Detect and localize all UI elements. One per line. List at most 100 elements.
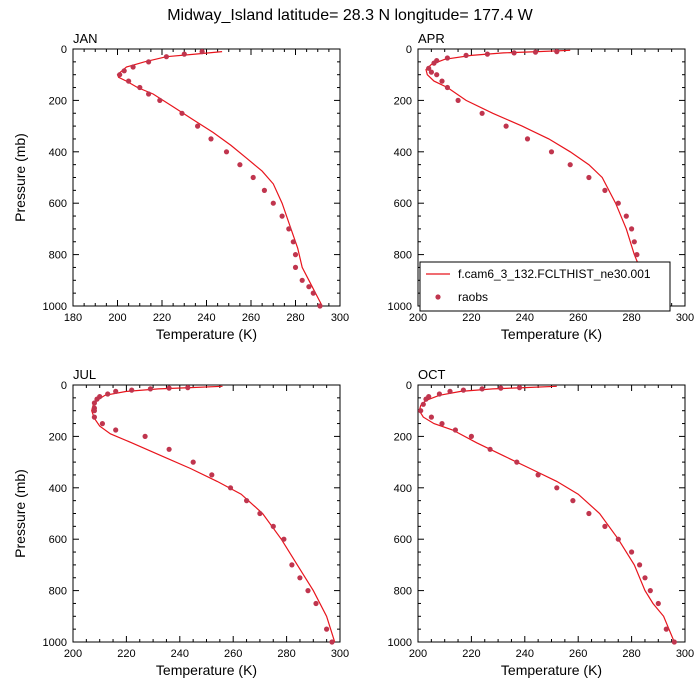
raobs-point [94, 396, 100, 402]
raobs-point [503, 123, 509, 129]
panel-apr: APR 200 220 240 260 280 300 0 200 400 600 800 1000 Te… [388, 31, 695, 342]
raobs-point [418, 408, 424, 414]
y-tick-label: 0 [61, 380, 67, 392]
raobs-point [209, 472, 215, 478]
raobs-point [439, 421, 445, 427]
y-tick-label: 600 [394, 198, 412, 210]
x-tick-label: 260 [224, 648, 242, 660]
x-tick-label: 300 [676, 312, 694, 324]
raobs-point [223, 149, 230, 155]
raobs-point [292, 252, 299, 258]
x-tick-label: 220 [462, 312, 480, 324]
x-axis-label: Temperature (K) [501, 662, 602, 678]
x-tick-label: 300 [676, 648, 694, 660]
raobs-point [420, 401, 426, 407]
raobs-point [227, 485, 234, 491]
raobs-point [479, 110, 485, 116]
y-tick-label: 600 [394, 534, 412, 546]
raobs-point [426, 65, 432, 71]
raobs-point [431, 60, 437, 66]
x-tick-label: 240 [171, 648, 189, 660]
raobs-point [586, 174, 592, 181]
plot-frame [72, 384, 341, 643]
raobs-point [199, 49, 205, 55]
x-tick-label: 180 [64, 312, 82, 324]
raobs-point [279, 213, 285, 219]
x-tick-label: 260 [569, 648, 587, 660]
y-tick-label: 600 [49, 198, 67, 210]
raobs-point [306, 284, 312, 290]
raobs-point [637, 562, 643, 568]
raobs-point [105, 391, 111, 397]
y-tick-label: 400 [394, 147, 412, 159]
raobs-point [655, 600, 661, 607]
x-axis-label: Temperature (K) [156, 326, 257, 342]
y-axis-label: Pressure (mb) [12, 469, 28, 558]
raobs-point [179, 110, 185, 116]
raobs-point [305, 588, 311, 594]
raobs-point [166, 446, 172, 452]
raobs-point [484, 51, 490, 57]
raobs-point [444, 55, 450, 61]
model-profile-line [91, 385, 336, 642]
x-tick-label: 220 [462, 648, 480, 660]
raobs-point [91, 400, 97, 406]
raobs-point [570, 498, 576, 504]
panel-title: JUL [73, 367, 96, 382]
raobs-point [329, 639, 335, 645]
raobs-point [270, 523, 276, 530]
x-tick-label: 200 [409, 312, 427, 324]
raobs-point [286, 226, 292, 232]
x-tick-label: 220 [153, 312, 171, 324]
panel-jul: JUL 200 220 240 260 280 300 0 200 400 600 800 1000 Te… [12, 367, 349, 678]
raobs-point [261, 187, 267, 193]
x-tick-label: 200 [409, 648, 427, 660]
raobs-point [524, 136, 531, 142]
x-tick-label: 260 [569, 312, 587, 324]
raobs-point [163, 54, 169, 60]
y-tick-label: 1000 [43, 301, 67, 313]
panel-title: OCT [418, 367, 446, 382]
raobs-point [487, 446, 493, 452]
raobs-point [147, 386, 153, 392]
raobs-point [498, 385, 504, 391]
raobs-point [554, 49, 560, 55]
raobs-point [468, 433, 474, 439]
raobs-point [514, 459, 520, 465]
raobs-point [629, 226, 635, 232]
raobs-point [428, 69, 434, 75]
x-tick-label: 220 [117, 648, 135, 660]
raobs-point [129, 387, 135, 393]
raobs-point [623, 213, 629, 219]
y-tick-label: 400 [49, 147, 67, 159]
raobs-point [117, 72, 123, 78]
x-tick-label: 280 [622, 648, 640, 660]
raobs-point [447, 388, 453, 394]
x-axis-label: Temperature (K) [156, 662, 257, 678]
x-tick-label: 300 [331, 312, 349, 324]
raobs-point [185, 385, 191, 391]
raobs-point [91, 414, 97, 420]
x-tick-label: 200 [108, 312, 126, 324]
y-tick-label: 800 [394, 586, 412, 598]
raobs-point [436, 391, 442, 397]
raobs-point [289, 562, 295, 568]
panel-title: JAN [73, 31, 98, 46]
y-tick-label: 800 [49, 586, 67, 598]
x-tick-label: 240 [516, 312, 534, 324]
raobs-point [113, 427, 119, 433]
x-tick-label: 200 [64, 648, 82, 660]
raobs-point [634, 252, 640, 258]
raobs-point [479, 386, 485, 392]
y-axis-label: Pressure (mb) [12, 133, 28, 222]
raobs-point [157, 97, 163, 103]
panel-title: APR [418, 31, 445, 46]
raobs-point [297, 575, 303, 581]
raobs-point [195, 123, 201, 129]
x-tick-label: 280 [277, 648, 295, 660]
raobs-point [439, 78, 445, 84]
y-tick-label: 800 [49, 250, 67, 262]
raobs-point [310, 290, 316, 296]
